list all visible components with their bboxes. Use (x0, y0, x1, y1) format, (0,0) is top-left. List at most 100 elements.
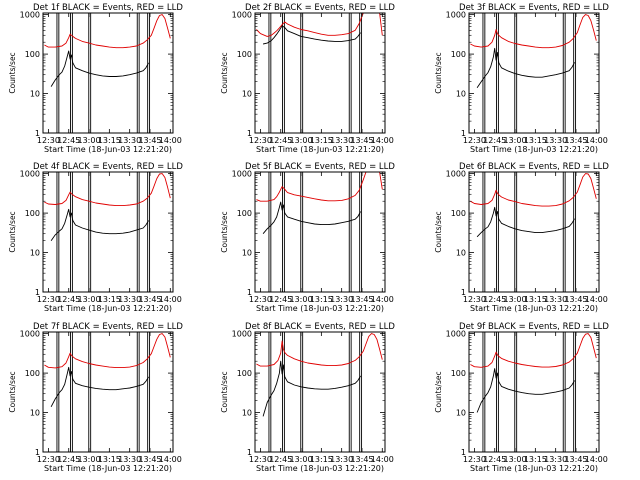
x-tick-label: 12:30 (463, 455, 486, 464)
plot-frame (254, 12, 386, 134)
x-tick-label: 13:30 (118, 295, 141, 304)
y-tick-label: 1 (247, 288, 252, 297)
plot-frame (254, 331, 386, 453)
x-tick-label: 14:00 (159, 295, 182, 304)
x-tick-label: 13:45 (350, 136, 373, 145)
y-tick-label: 1 (247, 129, 252, 138)
y-tick-label: 1 (461, 448, 466, 457)
plot-frame (42, 331, 174, 453)
series-events-line (262, 360, 361, 417)
y-tick-label: 10 (30, 409, 40, 418)
x-tick-label: 13:45 (350, 455, 373, 464)
y-tick-label: 1000 (446, 11, 466, 20)
x-tick-label: 14:00 (371, 136, 394, 145)
x-tick-label: 13:30 (330, 455, 353, 464)
panel-title: Det 1f BLACK = Events, RED = LLD (33, 3, 183, 13)
x-tick-label: 13:00 (78, 295, 101, 304)
x-tick-label: 12:30 (463, 295, 486, 304)
x-tick-label: 12:45 (269, 136, 292, 145)
y-axis-label: Counts/sec (8, 52, 17, 93)
x-tick-label: 13:15 (524, 136, 547, 145)
series-events-line (50, 366, 149, 408)
y-tick-label: 1 (35, 288, 40, 297)
y-tick-label: 1000 (446, 330, 466, 339)
x-tick-label: 13:30 (330, 295, 353, 304)
x-tick-label: 13:45 (138, 136, 161, 145)
x-tick-label: 12:30 (249, 295, 272, 304)
panel-title: Det 3f BLACK = Events, RED = LLD (459, 3, 609, 13)
x-tick-label: 12:30 (249, 455, 272, 464)
y-tick-label: 10 (242, 249, 252, 258)
y-tick-label: 1 (461, 129, 466, 138)
y-axis-label: Counts/sec (434, 52, 443, 93)
x-tick-label: 13:15 (98, 295, 121, 304)
series-lld-line (256, 333, 383, 367)
x-tick-label: 13:30 (330, 136, 353, 145)
x-tick-label: 13:00 (290, 455, 313, 464)
series-events-line (50, 208, 149, 241)
x-tick-label: 13:00 (290, 295, 313, 304)
x-tick-label: 13:45 (350, 295, 373, 304)
y-axis-label: Counts/sec (220, 52, 229, 93)
x-axis-label: Start Time (18-Jun-03 12:21:20) (470, 145, 598, 154)
x-tick-label: 12:45 (269, 455, 292, 464)
series-lld-line (470, 14, 597, 49)
x-tick-label: 13:00 (504, 295, 527, 304)
plot-frame (468, 331, 600, 453)
x-tick-label: 13:45 (138, 455, 161, 464)
x-tick-label: 13:30 (544, 136, 567, 145)
x-axis-label: Start Time (18-Jun-03 12:21:20) (256, 304, 384, 313)
x-tick-label: 13:15 (524, 295, 547, 304)
panel-title: Det 8f BLACK = Events, RED = LLD (245, 322, 395, 332)
x-tick-label: 12:30 (463, 136, 486, 145)
y-tick-label: 1000 (232, 330, 252, 339)
x-tick-label: 12:45 (57, 295, 80, 304)
x-axis-label: Start Time (18-Jun-03 12:21:20) (470, 464, 598, 473)
x-axis-label: Start Time (18-Jun-03 12:21:20) (256, 145, 384, 154)
panel-title: Det 2f BLACK = Events, RED = LLD (245, 3, 395, 13)
y-tick-label: 10 (242, 90, 252, 99)
y-tick-label: 100 (237, 209, 252, 218)
y-tick-label: 1000 (20, 330, 40, 339)
x-tick-label: 13:00 (290, 136, 313, 145)
y-tick-label: 1000 (20, 11, 40, 20)
x-tick-label: 14:00 (159, 136, 182, 145)
x-tick-label: 12:30 (37, 136, 60, 145)
panel-title: Det 6f BLACK = Events, RED = LLD (459, 162, 609, 172)
y-axis-label: Counts/sec (8, 371, 17, 412)
y-axis-label: Counts/sec (220, 211, 229, 252)
x-tick-label: 13:30 (544, 455, 567, 464)
x-axis-label: Start Time (18-Jun-03 12:21:20) (44, 304, 172, 313)
series-events-line (50, 50, 149, 87)
y-tick-label: 1000 (20, 170, 40, 179)
x-tick-label: 13:00 (504, 455, 527, 464)
y-tick-label: 1 (461, 288, 466, 297)
x-tick-label: 13:00 (78, 455, 101, 464)
y-tick-label: 10 (242, 409, 252, 418)
y-tick-label: 100 (25, 369, 40, 378)
y-tick-label: 10 (456, 249, 466, 258)
y-axis-label: Counts/sec (434, 211, 443, 252)
x-tick-label: 12:45 (57, 455, 80, 464)
x-axis-label: Start Time (18-Jun-03 12:21:20) (470, 304, 598, 313)
y-tick-label: 10 (456, 409, 466, 418)
series-events-line (476, 368, 575, 413)
y-tick-label: 100 (451, 209, 466, 218)
x-tick-label: 14:00 (371, 455, 394, 464)
y-tick-label: 100 (451, 50, 466, 59)
x-tick-label: 13:45 (564, 136, 587, 145)
x-tick-label: 13:15 (98, 136, 121, 145)
series-lld-line (256, 172, 383, 202)
y-tick-label: 1000 (232, 11, 252, 20)
plot-frame (468, 12, 600, 134)
plot-frame (42, 12, 174, 134)
x-tick-label: 13:15 (310, 136, 333, 145)
series-events-line (262, 201, 361, 234)
